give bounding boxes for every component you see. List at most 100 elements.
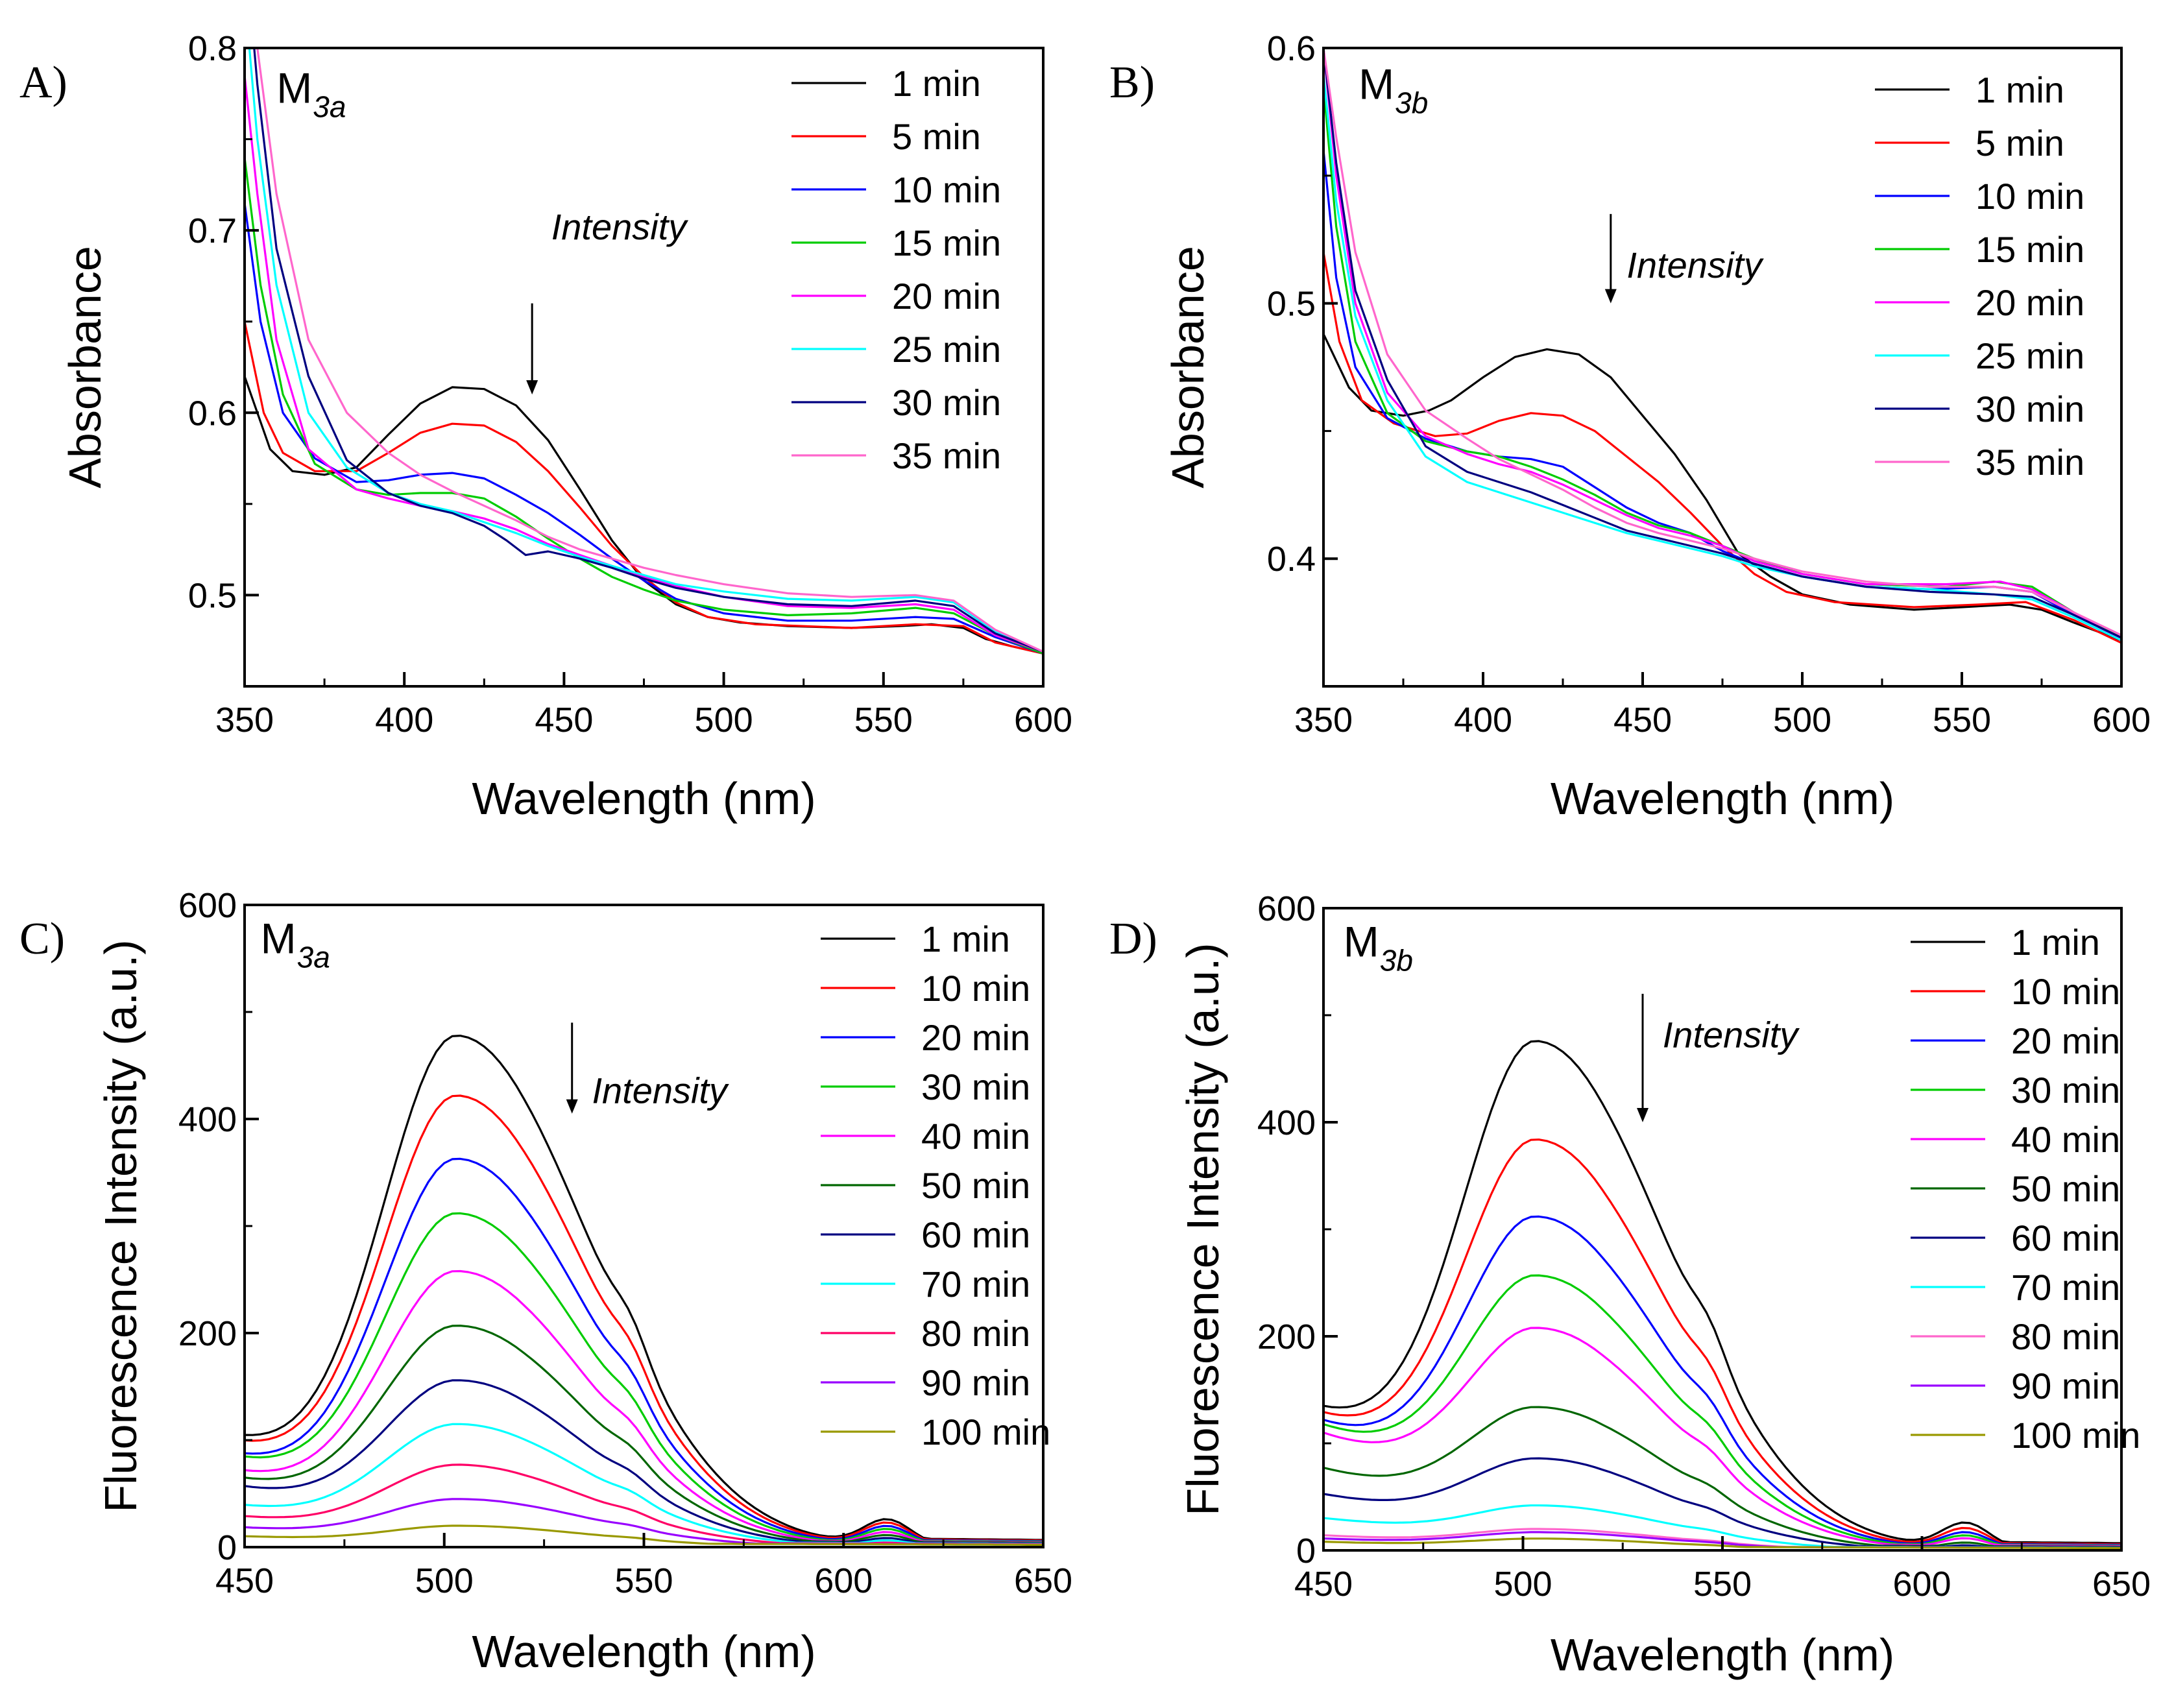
series-line-5-min bbox=[245, 321, 1043, 655]
y-tick-label: 0.5 bbox=[188, 576, 237, 615]
legend-label: 50 min bbox=[2011, 1168, 2120, 1209]
y-tick-label: 200 bbox=[178, 1314, 237, 1353]
panel-b: 350 400 450 500 550 600 0.4 0.5 0.6 Wavelength (n… bbox=[1109, 29, 2151, 824]
panel-d: 450 500 550 600 650 0 200 400 600 Wavelength (nm)… bbox=[1109, 889, 2151, 1680]
series-line-40-min bbox=[1323, 1327, 2121, 1547]
sample-subscript: 3a bbox=[297, 940, 330, 974]
panel-letter: C) bbox=[19, 914, 65, 964]
legend-label: 90 min bbox=[2011, 1365, 2120, 1406]
series-line-5-min bbox=[1323, 252, 2121, 644]
x-tick-label: 550 bbox=[1933, 701, 1991, 740]
series-line-20-min bbox=[1323, 1215, 2121, 1546]
x-tick-label: 500 bbox=[1493, 1565, 1552, 1604]
legend-label: 20 min bbox=[1975, 282, 2084, 323]
legend-label: 10 min bbox=[892, 169, 1001, 210]
legend-label: 20 min bbox=[921, 1017, 1030, 1058]
series-line-50-min bbox=[245, 1325, 1043, 1544]
sample-subscript: 3b bbox=[1380, 943, 1413, 977]
series-line-30-min bbox=[1323, 48, 2121, 639]
x-axis-title: Wavelength (nm) bbox=[472, 773, 815, 824]
x-tick-label: 600 bbox=[2092, 701, 2151, 740]
y-tick-label: 0.5 bbox=[1267, 285, 1316, 324]
panel-letter: B) bbox=[1109, 58, 1155, 108]
y-tick-label: 0.7 bbox=[188, 211, 237, 250]
x-tick-label: 350 bbox=[1294, 701, 1353, 740]
series-line-35-min bbox=[1323, 48, 2121, 636]
legend-label: 1 min bbox=[921, 919, 1010, 959]
y-tick-label: 0 bbox=[1296, 1532, 1316, 1570]
series-line-20-min bbox=[245, 75, 1043, 653]
series-line-10-min bbox=[245, 1094, 1043, 1542]
series-line-1-min bbox=[245, 1035, 1043, 1541]
y-tick-label: 0.6 bbox=[188, 394, 237, 433]
sample-subscript: 3b bbox=[1395, 86, 1428, 120]
panel-a: 350 400 450 500 550 600 0.5 0.6 0.7 0.8 Wavelength… bbox=[19, 29, 1072, 824]
annotation-text: Intensity bbox=[1626, 245, 1764, 285]
x-tick-label: 400 bbox=[1454, 701, 1512, 740]
legend-label: 1 min bbox=[892, 63, 981, 104]
series-group bbox=[245, 1035, 1043, 1546]
sample-label: M bbox=[261, 914, 296, 962]
y-axis-title: Fluorescence Intensity (a.u.) bbox=[95, 939, 146, 1512]
legend-label: 10 min bbox=[2011, 971, 2120, 1012]
legend-label: 15 min bbox=[892, 223, 1001, 263]
series-line-20-min bbox=[245, 1157, 1043, 1543]
y-axis-title: Fluorescence Intensity (a.u.) bbox=[1178, 943, 1228, 1515]
x-tick-label: 650 bbox=[1014, 1561, 1072, 1600]
legend-label: 30 min bbox=[1975, 389, 2084, 429]
y-tick-label: 400 bbox=[1257, 1103, 1316, 1142]
legend-label: 1 min bbox=[2011, 922, 2100, 963]
series-line-50-min bbox=[1323, 1406, 2121, 1548]
y-tick-label: 0 bbox=[217, 1528, 237, 1567]
x-tick-label: 500 bbox=[415, 1561, 474, 1600]
x-tick-label: 650 bbox=[2092, 1565, 2151, 1604]
legend-label: 20 min bbox=[2011, 1020, 2120, 1061]
legend-label: 60 min bbox=[2011, 1218, 2120, 1258]
sample-label: M bbox=[276, 64, 312, 112]
legend-label: 90 min bbox=[921, 1362, 1030, 1403]
series-line-30-min bbox=[253, 48, 1043, 653]
x-axis-title: Wavelength (nm) bbox=[1551, 1630, 1894, 1680]
legend-label: 25 min bbox=[892, 329, 1001, 370]
y-tick-label: 200 bbox=[1257, 1317, 1316, 1356]
y-axis-title: Absorbance bbox=[1163, 246, 1213, 488]
x-axis-title: Wavelength (nm) bbox=[1551, 773, 1894, 824]
series-line-30-min bbox=[1323, 1274, 2121, 1546]
legend-label: 40 min bbox=[2011, 1119, 2120, 1160]
legend-label: 30 min bbox=[921, 1066, 1030, 1107]
series-group bbox=[245, 48, 1043, 655]
legend-label: 100 min bbox=[2011, 1415, 2140, 1456]
panel-letter: A) bbox=[19, 58, 67, 108]
series-group bbox=[1323, 1040, 2121, 1550]
legend-label: 70 min bbox=[2011, 1267, 2120, 1308]
series-line-30-min bbox=[245, 1212, 1043, 1543]
annotation-text: Intensity bbox=[592, 1070, 729, 1111]
x-tick-label: 450 bbox=[1613, 701, 1672, 740]
arrow-head bbox=[1637, 1108, 1649, 1122]
legend-label: 20 min bbox=[892, 276, 1001, 317]
legend-label: 5 min bbox=[892, 116, 981, 157]
x-tick-label: 450 bbox=[535, 701, 593, 740]
series-line-1-min bbox=[1323, 333, 2121, 642]
y-tick-label: 600 bbox=[1257, 889, 1316, 928]
x-tick-label: 600 bbox=[1014, 701, 1072, 740]
x-tick-label: 500 bbox=[1773, 701, 1831, 740]
legend-label: 15 min bbox=[1975, 229, 2084, 270]
arrow-head bbox=[566, 1099, 578, 1114]
legend-label: 80 min bbox=[921, 1313, 1030, 1354]
axes-frame bbox=[1322, 907, 2123, 1552]
sample-label: M bbox=[1359, 60, 1394, 108]
x-tick-label: 500 bbox=[695, 701, 753, 740]
y-axis-title: Absorbance bbox=[60, 246, 110, 488]
legend-label: 50 min bbox=[921, 1165, 1030, 1206]
legend-label: 35 min bbox=[1975, 442, 2084, 483]
series-line-40-min bbox=[245, 1269, 1043, 1543]
x-tick-label: 350 bbox=[215, 701, 274, 740]
y-tick-label: 0.6 bbox=[1267, 29, 1316, 68]
y-tick-label: 0.8 bbox=[188, 29, 237, 68]
x-tick-label: 450 bbox=[1294, 1565, 1353, 1604]
legend-label: 70 min bbox=[921, 1264, 1030, 1305]
series-line-10-min bbox=[245, 202, 1043, 655]
arrow-head bbox=[526, 380, 538, 395]
